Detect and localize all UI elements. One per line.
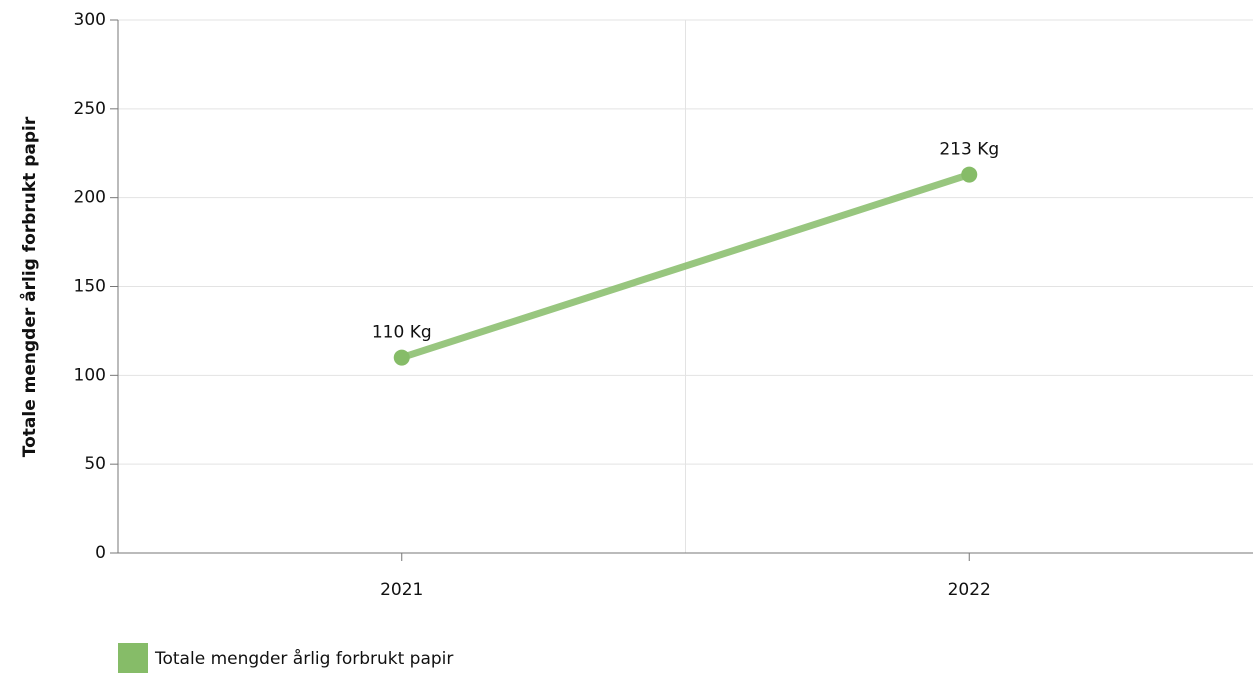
- x-tick-label: 2022: [948, 580, 991, 600]
- y-tick-label: 0: [95, 543, 106, 563]
- y-tick-label: 150: [74, 277, 106, 297]
- y-tick-label: 200: [74, 188, 106, 208]
- x-tick-label: 2021: [380, 580, 423, 600]
- y-axis-label: Totale mengder årlig forbrukt papir: [18, 116, 40, 457]
- series-line: [398, 171, 973, 362]
- data-point: [393, 349, 410, 366]
- data-label: 213 Kg: [939, 140, 999, 160]
- y-tick-label: 100: [74, 365, 106, 385]
- y-tick-label: 300: [74, 10, 106, 30]
- data-label: 110 Kg: [372, 323, 432, 343]
- legend-label: Totale mengder årlig forbrukt papir: [154, 648, 453, 669]
- legend-swatch: [118, 643, 148, 673]
- y-tick-label: 250: [74, 99, 106, 119]
- data-point: [961, 166, 978, 183]
- y-tick-label: 50: [84, 454, 106, 474]
